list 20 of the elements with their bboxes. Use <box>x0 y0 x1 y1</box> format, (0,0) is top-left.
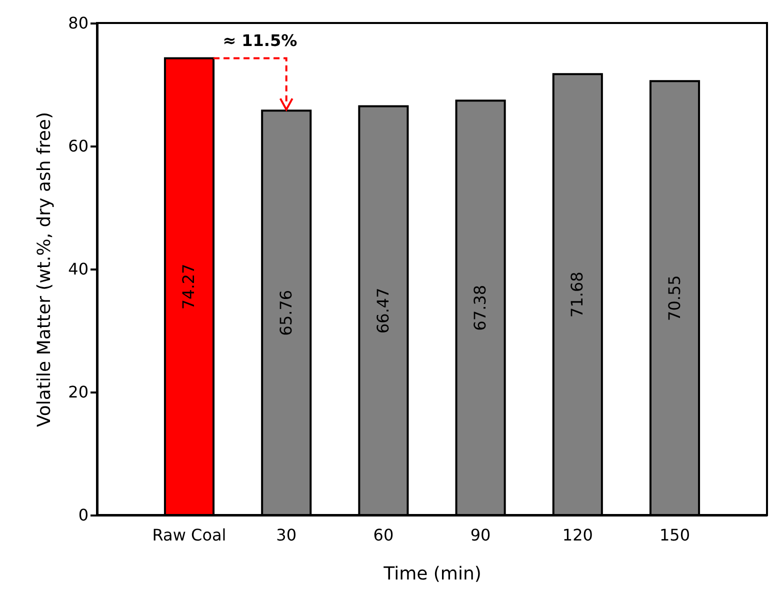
x-tick-label: 90 <box>470 526 491 544</box>
x-tick-label: 120 <box>562 526 593 544</box>
y-tick-label: 40 <box>68 260 88 278</box>
annotation: ≈ 11.5% <box>222 31 298 50</box>
data-label: 65.76 <box>276 290 296 336</box>
y-axis-title: Volatile Matter (wt.%, dry ash free) <box>34 112 56 428</box>
data-label: 71.68 <box>568 272 587 318</box>
x-tick-label: Raw Coal <box>152 526 226 544</box>
data-label: 66.47 <box>373 288 392 334</box>
data-label: 70.55 <box>664 275 684 321</box>
x-axis-title: Time (min) <box>382 564 482 584</box>
data-label: 67.38 <box>470 284 490 331</box>
x-tick-label: 150 <box>659 526 690 544</box>
y-tick-label: 60 <box>68 136 88 156</box>
y-tick-label: 80 <box>68 14 88 32</box>
y-tick-label: 0 <box>78 506 88 524</box>
data-label: 74.27 <box>179 264 198 310</box>
x-tick-label: 30 <box>276 526 297 544</box>
x-tick-label: 60 <box>373 526 394 544</box>
y-tick-label: 20 <box>68 382 88 402</box>
